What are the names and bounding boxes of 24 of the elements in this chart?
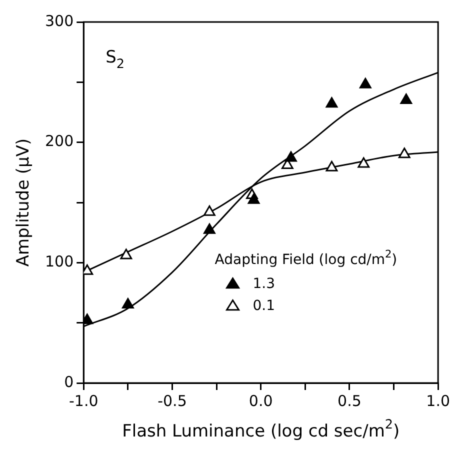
point <box>285 151 297 162</box>
point <box>326 160 338 172</box>
x-tick-label: 1.0 <box>426 392 450 410</box>
y-tick-label: 300 <box>44 12 74 30</box>
point <box>400 93 412 104</box>
y-tick-label: 0 <box>64 372 74 391</box>
point <box>398 148 410 158</box>
point <box>204 205 216 216</box>
point <box>326 97 338 108</box>
legend-label: 0.1 <box>252 298 276 314</box>
point <box>358 157 370 168</box>
x-tick-label: -0.5 <box>158 392 187 410</box>
y-axis-title: Amplitude (µV) <box>13 138 34 267</box>
x-tick-label: 0.0 <box>248 392 273 410</box>
y-tick-label: 100 <box>44 252 74 271</box>
legend-label: 1.3 <box>252 276 276 292</box>
x-tick-label: 0.5 <box>338 392 362 410</box>
x-tick-label: -1.0 <box>68 392 98 410</box>
point <box>120 248 132 260</box>
y-tick-label: 200 <box>44 132 74 150</box>
point <box>204 223 216 234</box>
point <box>248 193 260 204</box>
point <box>122 298 134 309</box>
point <box>359 78 372 88</box>
